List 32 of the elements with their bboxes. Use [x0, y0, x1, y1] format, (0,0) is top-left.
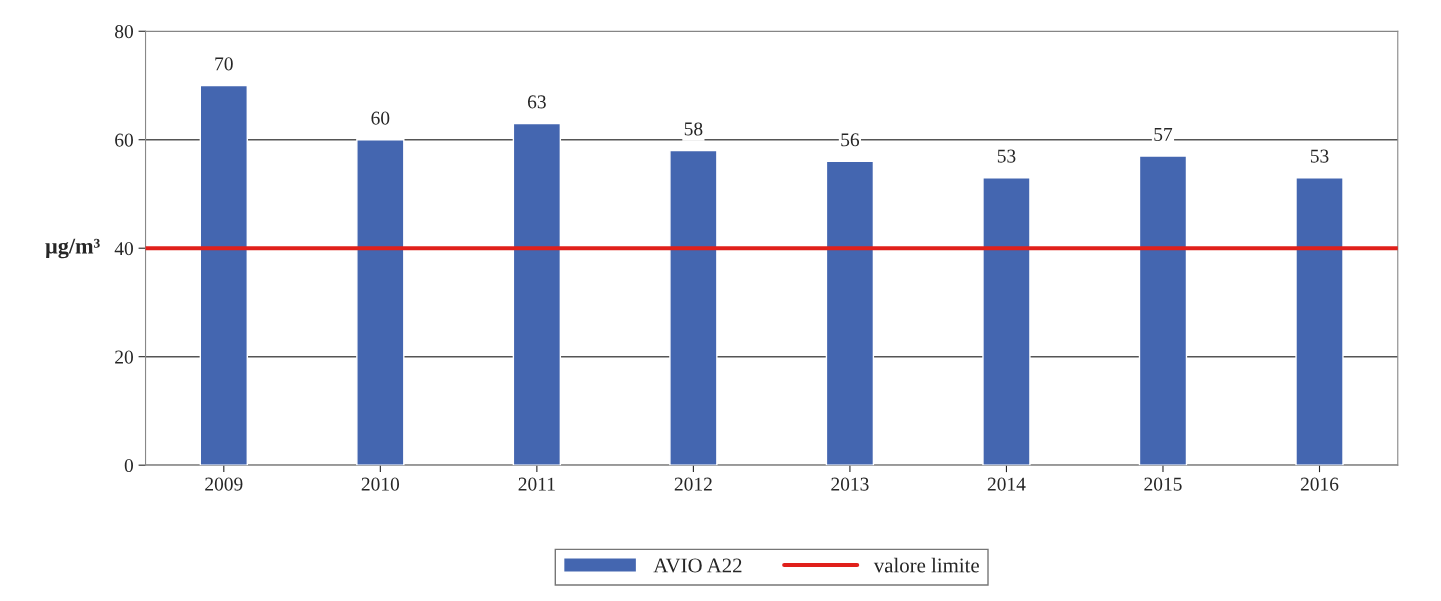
data-label: 57	[1154, 128, 1173, 141]
bar	[1138, 155, 1188, 466]
data-label: 70	[215, 57, 233, 71]
x-tick-label: 2015	[1144, 477, 1182, 491]
data-label: 58	[684, 122, 703, 136]
y-axis-title: µg/m³	[45, 238, 100, 259]
x-tick-label: 2011	[518, 477, 555, 491]
data-label: 53	[1310, 149, 1329, 163]
bar	[512, 122, 562, 466]
x-tick-label: 2016	[1300, 477, 1339, 491]
x-tick-label: 2014	[987, 477, 1026, 491]
x-tick-label: 2012	[674, 477, 712, 491]
y-tick-label: 40	[114, 242, 133, 256]
bar	[669, 149, 718, 466]
bar	[825, 160, 875, 466]
data-label: 53	[997, 149, 1016, 163]
bar	[982, 177, 1031, 466]
legend-label: valore limite	[873, 557, 979, 573]
x-tick-label: 2010	[361, 477, 400, 491]
data-label: 63	[527, 95, 546, 109]
y-tick-label: 20	[115, 350, 133, 364]
y-tick-label: 80	[115, 25, 133, 39]
data-label: 60	[371, 111, 390, 125]
y-tick-label: 60	[115, 133, 133, 147]
y-tick-label: 0	[124, 458, 133, 473]
bar	[356, 139, 405, 466]
x-tick-label: 2013	[831, 477, 869, 491]
x-tick-label: 2009	[205, 477, 243, 491]
legend-label: AVIO A22	[653, 558, 742, 573]
bar	[199, 84, 248, 466]
bar	[1295, 177, 1344, 466]
data-label: 56	[841, 133, 860, 147]
